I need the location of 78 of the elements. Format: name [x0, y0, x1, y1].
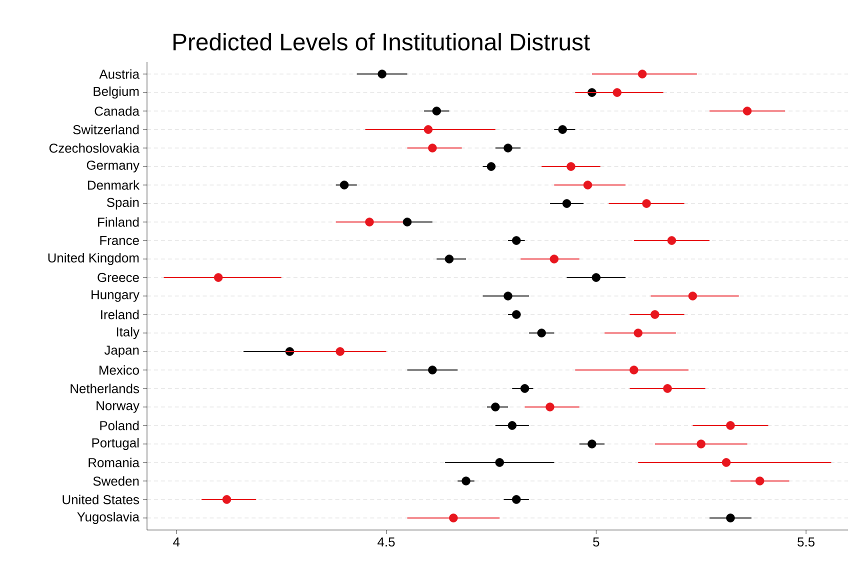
y-tick-label: Poland	[100, 420, 139, 430]
y-tick-label: Sweden	[93, 476, 139, 486]
y-tick-label: Denmark	[88, 180, 140, 190]
point	[722, 458, 731, 467]
point	[214, 273, 223, 282]
point	[486, 162, 496, 171]
point	[696, 440, 706, 448]
x-tick-label: 4	[173, 538, 180, 546]
point	[663, 384, 672, 393]
point	[508, 421, 517, 430]
point	[592, 273, 601, 282]
point	[726, 421, 735, 430]
point	[634, 328, 643, 338]
point	[520, 384, 530, 393]
y-tick-label: Norway	[96, 401, 140, 413]
point	[428, 144, 437, 152]
point	[402, 218, 412, 226]
y-tick-label: Canada	[94, 106, 140, 116]
point	[583, 180, 592, 190]
point	[512, 236, 521, 245]
point	[428, 366, 437, 374]
y-tick-label: Czechoslovakia	[49, 143, 140, 153]
x-tick-label: 4.5	[378, 538, 395, 547]
point	[504, 292, 512, 300]
point	[638, 70, 647, 78]
point	[558, 125, 567, 134]
y-tick-label: Portugal	[92, 438, 139, 450]
point	[444, 254, 454, 264]
y-tick-label: United Kingdom	[48, 252, 139, 266]
point	[378, 70, 386, 78]
chart-title: Predicted Levels of Institutional Distrust	[174, 32, 590, 51]
point	[504, 144, 512, 152]
point	[546, 402, 554, 412]
point	[755, 476, 764, 486]
y-tick-label: France	[100, 236, 139, 246]
point	[667, 236, 676, 245]
point	[566, 162, 576, 171]
y-tick-label: Romania	[88, 458, 140, 468]
x-tick-label: 5.5	[798, 538, 814, 547]
point	[630, 366, 638, 374]
point	[432, 106, 442, 116]
point	[612, 88, 622, 97]
point	[495, 458, 504, 467]
point	[365, 218, 374, 226]
point	[726, 514, 735, 522]
y-tick-label: Ireland	[101, 310, 139, 320]
y-tick-label: Yugoslavia	[77, 512, 140, 524]
point	[449, 514, 458, 522]
point	[537, 328, 546, 338]
y-tick-label: Italy	[116, 326, 140, 340]
y-tick-label: Belgium	[94, 86, 139, 99]
point	[650, 310, 660, 319]
y-tick-label: Mexico	[100, 365, 139, 375]
point	[742, 106, 752, 116]
point	[642, 199, 651, 208]
y-tick-label: Finland	[98, 217, 139, 227]
point	[462, 476, 470, 486]
y-tick-label: Austria	[99, 69, 140, 79]
y-tick-label: Japan	[104, 346, 139, 358]
y-tick-label: Greece	[98, 272, 139, 282]
point	[562, 199, 572, 208]
point	[588, 440, 596, 448]
y-tick-label: United States	[62, 494, 140, 504]
x-tick-label: 5	[593, 538, 600, 547]
point	[340, 180, 349, 190]
y-tick-label: Spain	[106, 197, 139, 210]
point	[550, 254, 559, 264]
y-tick-label: Switzerland	[73, 124, 139, 134]
point	[512, 495, 521, 504]
point	[512, 310, 521, 319]
point	[688, 292, 698, 300]
point	[424, 125, 433, 134]
point	[491, 402, 500, 412]
y-tick-label: Germany	[86, 160, 140, 172]
point	[222, 495, 232, 504]
point	[336, 347, 344, 356]
y-tick-label: Netherlands	[70, 384, 140, 394]
y-tick-label: Hungary	[92, 290, 140, 302]
